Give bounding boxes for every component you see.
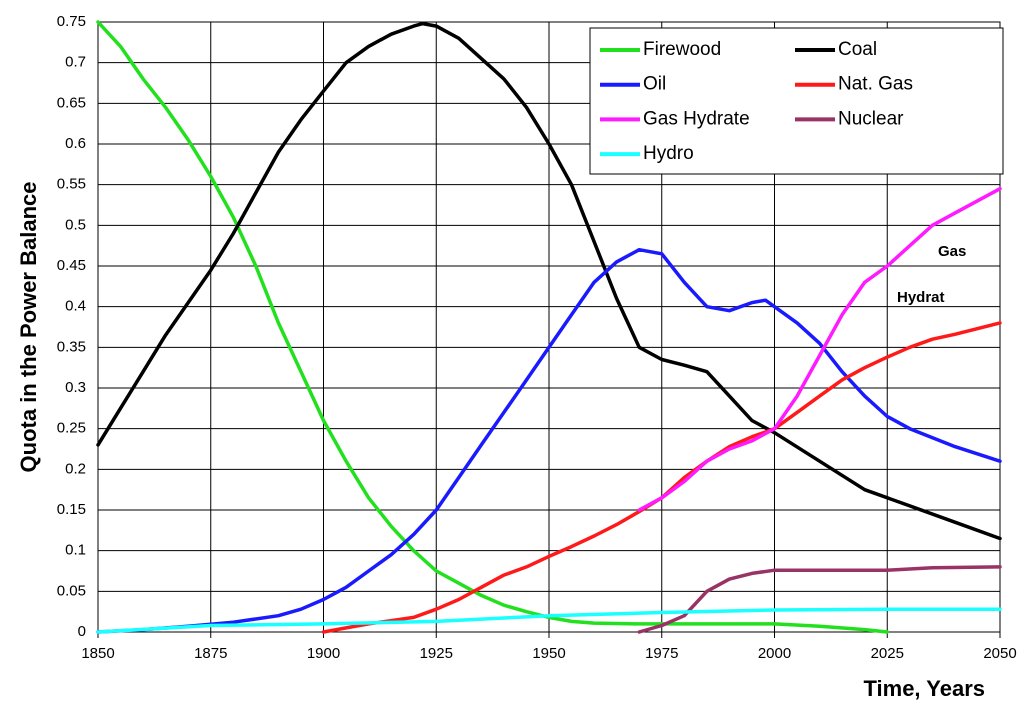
y-tick-label: 0.25: [57, 420, 86, 437]
legend-label: Oil: [643, 74, 666, 95]
y-axis-title: Quota in the Power Balance: [16, 182, 41, 473]
y-tick-label: 0.05: [57, 582, 86, 599]
y-tick-label: 0.3: [65, 379, 86, 396]
series-line: [96, 21, 1002, 541]
y-tick-label: 0.4: [65, 298, 86, 315]
x-tick-label: 1975: [645, 645, 678, 662]
y-tick-label: 0.5: [65, 216, 86, 233]
x-tick-label: 2025: [871, 645, 904, 662]
y-tick-label: 0.1: [65, 542, 86, 559]
series-line: [637, 565, 1002, 634]
y-tick-label: 0.55: [57, 176, 86, 193]
y-tick-label: 0.6: [65, 135, 86, 152]
annotation: Gas: [938, 243, 966, 260]
legend: Firewood Coal Oil Nat. Gas Gas Hydrate Nuclea…: [589, 27, 1004, 175]
y-tick-label: 0.35: [57, 338, 86, 355]
legend-label: Firewood: [643, 39, 721, 60]
legend-label: Gas Hydrate: [643, 108, 750, 129]
legend-box: [589, 27, 1004, 175]
legend-label: Coal: [838, 39, 877, 60]
x-tick-label: 1950: [532, 645, 565, 662]
x-tick-label: 2050: [983, 645, 1016, 662]
series-line: [96, 20, 890, 634]
y-tick-label: 0: [78, 623, 86, 640]
series-line: [637, 186, 1002, 512]
x-tick-label: 2000: [758, 645, 791, 662]
x-tick-label: 1875: [194, 645, 227, 662]
legend-label: Hydro: [643, 143, 694, 164]
annotation: Hydrat: [897, 289, 945, 306]
y-tick-label: 0.45: [57, 257, 86, 274]
y-tick-label: 0.2: [65, 460, 86, 477]
y-tick-label: 0.15: [57, 501, 86, 518]
legend-label: Nat. Gas: [838, 74, 913, 95]
series-line: [96, 607, 1002, 634]
x-axis-title: Time, Years: [863, 676, 985, 701]
x-tick-label: 1900: [307, 645, 340, 662]
y-tick-label: 0.75: [57, 13, 86, 30]
y-tick-label: 0.7: [65, 54, 86, 71]
x-tick-label: 1850: [81, 645, 114, 662]
x-tick-label: 1925: [420, 645, 453, 662]
legend-label: Nuclear: [838, 108, 904, 129]
y-tick-label: 0.65: [57, 94, 86, 111]
plot-border: [97, 21, 1001, 633]
